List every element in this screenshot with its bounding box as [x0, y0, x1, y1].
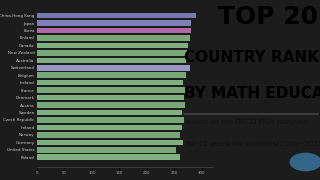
Bar — [37, 50, 187, 56]
Text: TOP 20: TOP 20 — [218, 5, 318, 29]
Bar — [37, 28, 191, 33]
Bar — [37, 154, 180, 160]
Text: based on the OECD PISA program: based on the OECD PISA program — [186, 119, 308, 125]
Bar — [37, 43, 188, 48]
Bar — [37, 95, 184, 100]
Bar — [37, 80, 183, 86]
Text: for 15 years old students(2000~2015): for 15 years old students(2000~2015) — [186, 140, 320, 147]
Bar — [37, 57, 186, 63]
Bar — [37, 65, 190, 71]
Bar — [37, 140, 183, 145]
Bar — [37, 117, 184, 123]
Bar — [37, 13, 196, 18]
Text: BY MATH EDUCATION: BY MATH EDUCATION — [184, 86, 320, 101]
Text: RANK
MAP: RANK MAP — [300, 159, 311, 167]
Bar — [37, 110, 182, 115]
Bar — [37, 87, 185, 93]
Bar — [37, 132, 180, 138]
Text: COUNTRY RANKING: COUNTRY RANKING — [184, 50, 320, 65]
Bar — [37, 147, 176, 153]
Bar — [37, 20, 191, 26]
Bar — [37, 72, 186, 78]
Bar — [37, 125, 182, 130]
Bar — [37, 35, 190, 41]
Bar — [37, 102, 185, 108]
